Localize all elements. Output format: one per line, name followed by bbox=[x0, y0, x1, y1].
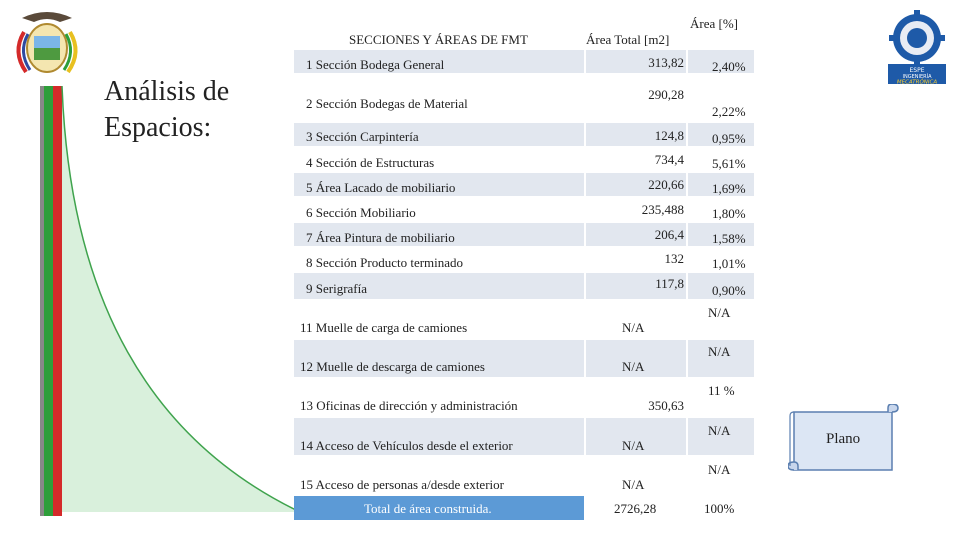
header-area-total: Área Total [m2] bbox=[586, 32, 670, 47]
row-number: 8 bbox=[306, 255, 313, 270]
table-row: 8 Sección Producto terminado 132 1,01% bbox=[294, 248, 754, 271]
logo-text-mecatronica: MECATRÓNICA bbox=[897, 79, 938, 86]
table-row: 2 Sección Bodegas de Material 290,28 2,2… bbox=[294, 75, 754, 121]
row-pct: 11 % bbox=[708, 383, 735, 398]
espe-mecatronica-logo: ESPE INGENIERÍA MECATRÓNICA bbox=[882, 6, 952, 86]
row-number: 1 bbox=[306, 57, 313, 72]
row-area: 220,66 bbox=[648, 177, 684, 192]
table-row: 6 Sección Mobiliario 235,488 1,80% bbox=[294, 198, 754, 221]
row-number: 9 bbox=[306, 281, 313, 296]
row-area: 117,8 bbox=[655, 276, 684, 291]
row-number: 13 bbox=[300, 398, 313, 413]
row-pct: N/A bbox=[708, 344, 731, 359]
table-row: 11 Muelle de carga de camiones N/A N/A bbox=[294, 301, 754, 338]
row-pct: 2,22% bbox=[712, 104, 746, 119]
row-name: Área Pintura de mobiliario bbox=[315, 230, 455, 245]
row-area: 124,8 bbox=[654, 128, 684, 143]
row-area: 350,63 bbox=[648, 398, 684, 413]
table-row: 5 Área Lacado de mobiliario 220,66 1,69% bbox=[294, 173, 754, 196]
table-row: 7 Área Pintura de mobiliario 206,4 1,58% bbox=[294, 223, 754, 246]
table-header: SECCIONES Y ÁREAS DE FMT Área Total [m2]… bbox=[294, 8, 754, 48]
plano-label[interactable]: Plano bbox=[826, 431, 861, 447]
row-pct: N/A bbox=[708, 305, 731, 320]
total-area: 2726,28 bbox=[614, 501, 657, 516]
table-row: 14 Acceso de Vehículos desde el exterior… bbox=[294, 418, 754, 455]
table-row: 9 Serigrafía 117,8 0,90% bbox=[294, 273, 754, 299]
ecuador-crest-icon bbox=[16, 12, 78, 74]
table-row: 1 Sección Bodega General 313,82 2,40% bbox=[294, 50, 754, 74]
slide-title: Análisis de Espacios: bbox=[104, 76, 230, 143]
row-number: 3 bbox=[306, 129, 313, 144]
row-pct: N/A bbox=[708, 423, 731, 438]
row-name: Sección Carpintería bbox=[315, 129, 419, 144]
row-area: N/A bbox=[622, 320, 645, 335]
row-number: 7 bbox=[306, 230, 313, 245]
row-name: Sección Mobiliario bbox=[315, 205, 416, 220]
row-area: 235,488 bbox=[641, 202, 684, 217]
row-name: Sección de Estructuras bbox=[315, 155, 435, 170]
row-number: 15 bbox=[300, 477, 313, 492]
row-name: Oficinas de dirección y administración bbox=[316, 398, 518, 413]
row-name: Acceso de Vehículos desde el exterior bbox=[315, 438, 513, 453]
row-pct: N/A bbox=[708, 462, 731, 477]
row-number: 12 bbox=[300, 359, 313, 374]
table-row: 12 Muelle de descarga de camiones N/A N/… bbox=[294, 340, 754, 377]
row-name: Sección Producto terminado bbox=[315, 255, 464, 270]
row-pct: 1,58% bbox=[712, 231, 746, 246]
logo-text-ingenieria: INGENIERÍA bbox=[903, 73, 933, 80]
logo-text-espe: ESPE bbox=[909, 67, 924, 74]
row-area: 132 bbox=[664, 251, 685, 266]
row-number: 6 bbox=[306, 205, 313, 220]
row-area: 206,4 bbox=[654, 227, 684, 242]
row-pct: 0,95% bbox=[712, 131, 746, 146]
row-pct: 1,80% bbox=[712, 206, 746, 221]
row-area: 313,82 bbox=[648, 55, 684, 70]
row-number: 14 bbox=[300, 438, 313, 453]
row-area: N/A bbox=[622, 438, 645, 453]
row-name: Área Lacado de mobiliario bbox=[315, 180, 456, 195]
row-pct: 0,90% bbox=[712, 283, 746, 298]
header-sections: SECCIONES Y ÁREAS DE FMT bbox=[349, 32, 528, 47]
table-row: 15 Acceso de personas a/desde exterior N… bbox=[294, 457, 754, 494]
table-row: 4 Sección de Estructuras 734,4 5,61% bbox=[294, 148, 754, 171]
total-label: Total de área construida. bbox=[364, 501, 492, 516]
row-area: 734,4 bbox=[654, 152, 684, 167]
total-pct: 100% bbox=[704, 501, 735, 516]
row-area: 290,28 bbox=[648, 87, 684, 102]
row-pct: 2,40% bbox=[712, 59, 746, 74]
row-number: 4 bbox=[306, 155, 313, 170]
table-row: 3 Sección Carpintería 124,8 0,95% bbox=[294, 123, 754, 146]
decorative-stripes bbox=[40, 85, 301, 516]
row-number: 11 bbox=[300, 320, 313, 335]
row-number: 5 bbox=[306, 180, 313, 195]
row-name: Muelle de descarga de camiones bbox=[316, 359, 485, 374]
row-area: N/A bbox=[622, 477, 645, 492]
row-number: 2 bbox=[306, 96, 313, 111]
row-name: Serigrafía bbox=[315, 281, 368, 296]
table-total-row: Total de área construida. 2726,28 100% bbox=[294, 496, 754, 520]
header-area-pct: Área [%] bbox=[690, 16, 738, 31]
row-pct: 5,61% bbox=[712, 156, 746, 171]
areas-table: SECCIONES Y ÁREAS DE FMT Área Total [m2]… bbox=[294, 8, 754, 520]
row-name: Sección Bodegas de Material bbox=[315, 96, 468, 111]
row-name: Sección Bodega General bbox=[315, 57, 445, 72]
row-name: Acceso de personas a/desde exterior bbox=[315, 477, 504, 492]
row-area: N/A bbox=[622, 359, 645, 374]
table-row: 13 Oficinas de dirección y administració… bbox=[294, 379, 754, 416]
plano-scroll-button[interactable] bbox=[788, 404, 904, 474]
row-pct: 1,69% bbox=[712, 181, 746, 196]
row-name: Muelle de carga de camiones bbox=[315, 320, 468, 335]
row-pct: 1,01% bbox=[712, 256, 746, 271]
